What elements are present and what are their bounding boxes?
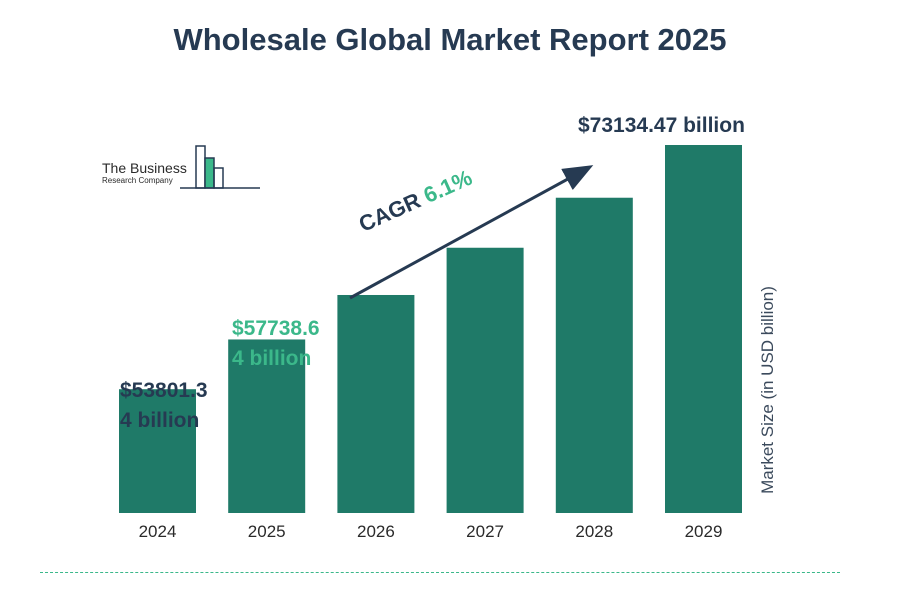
bar-2025 — [228, 339, 306, 513]
company-logo: The Business Research Company — [100, 138, 270, 194]
y-axis-label: Market Size (in USD billion) — [758, 286, 777, 494]
bar-chart: 2024 2025 2026 2027 2028 2029 — [119, 145, 742, 541]
bar-2029 — [665, 145, 742, 513]
x-tick-2025: 2025 — [248, 522, 286, 541]
x-tick-2027: 2027 — [466, 522, 504, 541]
value-label-2024: $53801.3 4 billion — [120, 376, 208, 436]
bar-2027 — [446, 247, 524, 513]
bar-2026 — [337, 294, 415, 513]
logo-name: The Business — [102, 160, 187, 176]
logo-subname: Research Company — [102, 176, 173, 185]
cagr-arrow-icon — [349, 165, 594, 300]
value-label-2025-line1: $57738.6 — [232, 317, 320, 340]
bar-2024 — [119, 389, 196, 513]
x-tick-2028: 2028 — [575, 522, 613, 541]
x-tick-2024: 2024 — [139, 522, 177, 541]
value-label-2024-line2: 4 billion — [120, 409, 200, 432]
logo-graphic-icon — [180, 145, 260, 189]
value-label-2025-line2: 4 billion — [232, 347, 312, 370]
bar-2028 — [555, 197, 633, 513]
value-label-2029: $73134.47 billion — [578, 114, 745, 137]
value-label-2024-line1: $53801.3 — [120, 379, 208, 402]
footer-divider — [40, 572, 840, 573]
x-tick-2026: 2026 — [357, 522, 395, 541]
value-label-2025: $57738.6 4 billion — [232, 314, 320, 374]
x-tick-2029: 2029 — [685, 522, 723, 541]
chart-title: Wholesale Global Market Report 2025 — [173, 22, 727, 57]
